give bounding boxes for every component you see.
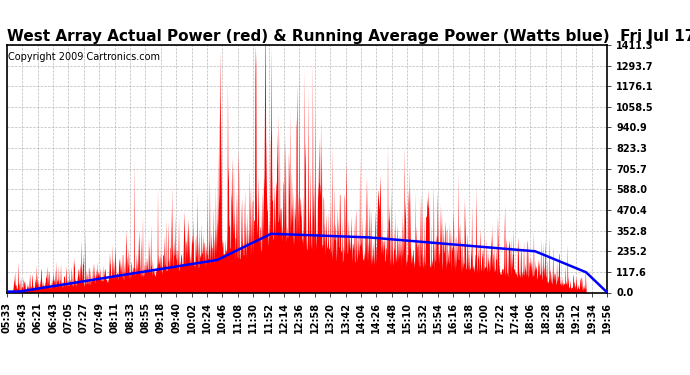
Text: Copyright 2009 Cartronics.com: Copyright 2009 Cartronics.com: [8, 53, 159, 62]
Text: West Array Actual Power (red) & Running Average Power (Watts blue)  Fri Jul 17 2: West Array Actual Power (red) & Running …: [7, 29, 690, 44]
